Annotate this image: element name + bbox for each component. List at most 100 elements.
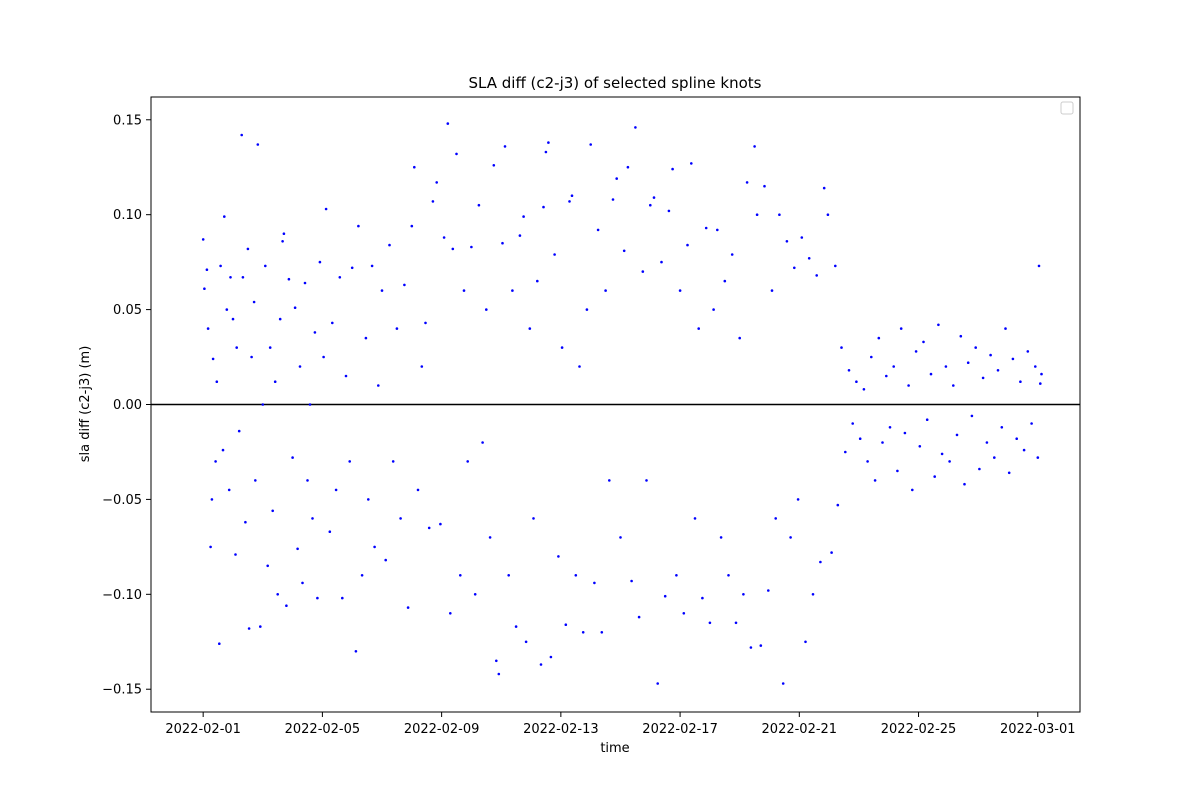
data-point (826, 213, 830, 216)
data-point (293, 306, 297, 310)
data-point (522, 215, 525, 218)
data-point (663, 594, 667, 598)
x-tick-label: 2022-02-13 (523, 722, 599, 737)
data-point (742, 593, 745, 596)
data-point (608, 479, 611, 482)
data-point (536, 279, 539, 283)
data-point (291, 456, 294, 459)
data-point (497, 672, 501, 676)
data-point (622, 249, 626, 253)
data-point (215, 380, 219, 384)
data-point (593, 581, 596, 585)
data-point (922, 340, 925, 344)
data-point (466, 460, 470, 463)
x-tick-label: 2022-03-01 (1000, 722, 1076, 737)
y-tick-label: −0.15 (102, 683, 142, 698)
data-point (542, 205, 545, 209)
data-point (985, 441, 989, 444)
data-point (246, 247, 250, 251)
data-point (266, 564, 270, 568)
data-point (308, 403, 312, 406)
data-point (574, 574, 578, 577)
data-point (604, 289, 607, 292)
data-point (547, 141, 550, 144)
data-point (896, 469, 899, 473)
data-point (589, 143, 592, 146)
data-point (712, 308, 715, 311)
data-point (1039, 382, 1042, 385)
data-point (619, 536, 622, 539)
data-point (993, 456, 996, 459)
data-point (796, 498, 800, 501)
data-point (528, 327, 532, 330)
data-point (851, 422, 854, 425)
data-point (406, 606, 410, 609)
y-tick-label: 0.05 (113, 303, 142, 318)
data-point (819, 560, 822, 564)
data-point (322, 355, 325, 359)
data-point (250, 355, 253, 359)
data-point (767, 589, 770, 592)
data-point (367, 498, 370, 501)
data-point (252, 300, 256, 304)
data-point (858, 437, 862, 441)
data-point (316, 596, 319, 600)
data-point (626, 165, 630, 169)
data-point (201, 238, 205, 241)
data-point (281, 240, 284, 243)
data-point (970, 414, 974, 418)
data-point (1015, 437, 1018, 441)
data-point (899, 327, 903, 330)
data-point (214, 460, 217, 463)
data-point (514, 625, 518, 628)
data-point (451, 247, 455, 251)
data-point (914, 350, 918, 353)
data-point (789, 536, 792, 539)
data-point (427, 526, 431, 530)
data-point (1019, 380, 1022, 384)
data-point (774, 517, 777, 520)
data-point (734, 621, 738, 625)
x-axis-ticks: 2022-02-01 2022-02-05 2022-02-09 2022-02-13… (165, 712, 1076, 737)
chart-title: SLA diff (c2-j3) of selected spline knot… (469, 74, 762, 92)
data-point (331, 321, 334, 325)
data-point (532, 517, 535, 520)
data-point (596, 228, 600, 232)
data-point (704, 226, 708, 230)
data-point (449, 612, 452, 615)
data-point (940, 452, 944, 456)
y-tick-label: 0.15 (113, 113, 142, 128)
data-point (380, 289, 384, 292)
data-point (753, 145, 756, 148)
data-point (473, 593, 477, 596)
data-point (660, 260, 663, 264)
data-point (630, 579, 633, 583)
data-point (952, 384, 955, 387)
data-point (350, 266, 354, 270)
data-point (391, 460, 395, 463)
data-point (981, 376, 985, 380)
data-point (870, 355, 873, 359)
data-point (955, 433, 959, 437)
data-point (261, 403, 265, 406)
data-point (682, 612, 686, 615)
data-point (996, 369, 1000, 372)
data-point (560, 346, 564, 349)
data-point (873, 479, 877, 482)
data-point (462, 289, 466, 292)
data-point (524, 640, 528, 644)
y-tick-label: 0.10 (113, 208, 142, 223)
x-tick-label: 2022-02-25 (881, 722, 957, 737)
data-point (804, 640, 807, 644)
data-point (210, 498, 214, 501)
data-point (730, 253, 734, 256)
data-point (219, 264, 222, 268)
data-point (866, 460, 869, 463)
data-point (229, 276, 232, 279)
data-point (459, 574, 462, 577)
data-point (693, 517, 697, 520)
legend-box (1060, 101, 1074, 115)
data-point (209, 545, 212, 549)
data-point (929, 372, 933, 376)
x-axis-label: time (600, 741, 629, 756)
